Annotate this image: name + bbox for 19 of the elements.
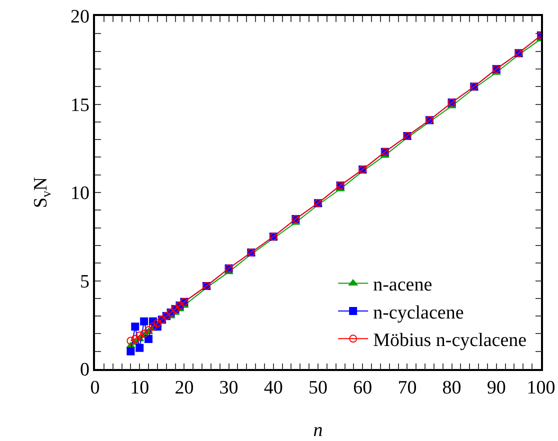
- y-tick-label: 15: [70, 94, 90, 116]
- x-tick-label: 60: [353, 378, 372, 399]
- x-tick-label: 20: [174, 378, 194, 399]
- y-tick-label: 10: [70, 183, 90, 204]
- x-tick-label: 30: [219, 378, 238, 399]
- x-tick-label: 40: [264, 378, 283, 399]
- x-tick-label: 50: [308, 378, 328, 399]
- y-tick-label: 5: [80, 271, 90, 292]
- legend-label: n-acene: [373, 274, 432, 296]
- x-tick-label: 70: [398, 378, 417, 399]
- x-axis-title: n: [313, 420, 323, 441]
- x-tick-label: 90: [486, 378, 506, 399]
- y-tick-label: 20: [70, 6, 90, 28]
- y-tick-label: 0: [80, 360, 90, 381]
- legend-label: Möbius n-cyclacene: [373, 330, 527, 352]
- x-tick-label: 100: [526, 378, 556, 399]
- x-tick-label: 10: [130, 378, 150, 399]
- legend-label: n-cyclacene: [373, 302, 464, 324]
- x-tick-label: 80: [442, 378, 462, 399]
